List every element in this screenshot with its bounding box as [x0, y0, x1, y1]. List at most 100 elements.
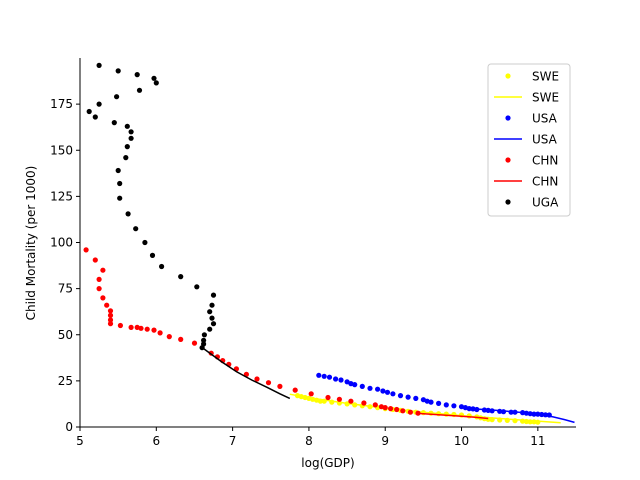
y-tick-label: 150	[50, 143, 73, 157]
data-point-chn	[191, 340, 198, 346]
data-point-chn	[107, 321, 114, 327]
data-point-uga	[125, 211, 131, 217]
legend-label-usa: USA	[532, 112, 558, 126]
data-point-uga	[128, 135, 134, 141]
data-point-usa	[405, 394, 411, 400]
data-point-chn	[382, 405, 388, 411]
legend: SWE SWE USA USA CHN CHN UGA	[487, 63, 571, 217]
data-point-uga	[159, 263, 165, 270]
data-point-uga	[142, 239, 148, 246]
data-point-usa	[321, 373, 327, 379]
data-point-uga	[153, 80, 159, 86]
legend-marker-swe	[505, 73, 511, 79]
legend-label-chn: CHN	[532, 175, 558, 189]
data-point-usa	[443, 402, 449, 408]
legend-label-usa: USA	[532, 133, 558, 147]
data-point-uga	[210, 292, 217, 298]
series-line-usa	[469, 407, 575, 424]
legend-label-swe: SWE	[532, 70, 559, 84]
data-point-chn	[151, 327, 157, 333]
data-point-usa	[333, 376, 339, 382]
data-point-uga	[115, 68, 121, 74]
data-point-usa	[352, 382, 358, 388]
data-point-uga	[149, 252, 156, 258]
data-point-chn	[117, 322, 123, 329]
data-point-usa	[390, 391, 396, 397]
data-point-usa	[367, 385, 373, 391]
data-point-chn	[336, 396, 342, 402]
series-line-swe	[289, 393, 561, 424]
data-point-usa	[375, 386, 381, 392]
data-point-uga	[115, 167, 121, 174]
data-point-chn	[178, 336, 184, 342]
data-point-uga	[117, 180, 123, 187]
y-tick-label: 25	[58, 374, 73, 388]
data-point-uga	[207, 326, 213, 332]
data-point-uga	[96, 101, 102, 107]
data-point-chn	[277, 383, 283, 389]
y-ticks: 0 25 50 75 100 125 150 175	[50, 97, 80, 434]
y-tick-label: 175	[50, 97, 73, 111]
data-point-usa	[458, 404, 465, 410]
data-point-usa	[316, 372, 322, 378]
data-point-usa	[451, 403, 457, 409]
data-point-uga	[111, 120, 117, 126]
plot-series	[83, 62, 575, 425]
data-point-chn	[92, 257, 98, 263]
data-point-chn	[166, 334, 172, 340]
y-tick-label: 75	[58, 282, 73, 296]
x-tick-label: 8	[305, 434, 313, 448]
y-tick-label: 50	[58, 328, 73, 342]
data-point-usa	[380, 388, 386, 394]
data-point-chn	[348, 398, 354, 404]
legend-label-swe: SWE	[532, 91, 559, 105]
data-point-chn	[107, 312, 114, 318]
data-point-uga	[96, 62, 102, 68]
data-point-chn	[138, 325, 144, 331]
x-tick-label: 11	[530, 434, 545, 448]
data-point-uga	[201, 332, 207, 338]
data-point-usa	[359, 383, 365, 389]
data-point-chn	[104, 302, 110, 308]
data-point-chn	[157, 330, 163, 336]
data-point-chn	[96, 286, 102, 292]
y-tick-label: 125	[50, 189, 73, 203]
data-point-chn	[361, 400, 367, 406]
data-point-usa	[326, 374, 333, 380]
data-point-chn	[83, 247, 89, 253]
data-point-chn	[144, 326, 150, 332]
data-point-uga	[86, 108, 92, 115]
legend-frame	[487, 63, 571, 217]
data-point-uga	[209, 302, 215, 308]
y-tick-label: 0	[65, 420, 73, 434]
data-point-chn	[407, 409, 413, 415]
data-point-usa	[384, 389, 391, 395]
x-tick-label: 6	[152, 434, 160, 448]
x-tick-label: 10	[454, 434, 469, 448]
series-line-chn	[415, 412, 489, 420]
data-point-uga	[92, 114, 98, 120]
data-point-chn	[107, 308, 114, 314]
legend-label-uga: UGA	[532, 196, 559, 210]
series-line-uga	[203, 347, 291, 400]
y-tick-label: 100	[50, 236, 73, 250]
data-point-chn	[265, 380, 272, 386]
x-tick-label: 9	[381, 434, 389, 448]
data-point-chn	[107, 317, 114, 323]
data-point-chn	[100, 267, 106, 273]
data-point-chn	[388, 406, 394, 412]
data-point-chn	[292, 387, 298, 393]
x-tick-label: 7	[229, 434, 237, 448]
data-point-chn	[128, 324, 134, 330]
data-point-chn	[254, 376, 260, 382]
data-point-uga	[117, 195, 123, 201]
x-tick-label: 5	[76, 434, 84, 448]
data-point-chn	[372, 402, 378, 408]
data-point-usa	[397, 393, 404, 399]
data-point-chn	[394, 406, 400, 413]
x-ticks: 5 6 7 8 9 10 11	[76, 427, 545, 448]
data-point-chn	[400, 408, 406, 414]
data-point-chn	[325, 394, 331, 401]
data-point-uga	[124, 123, 130, 129]
data-point-uga	[210, 321, 217, 327]
